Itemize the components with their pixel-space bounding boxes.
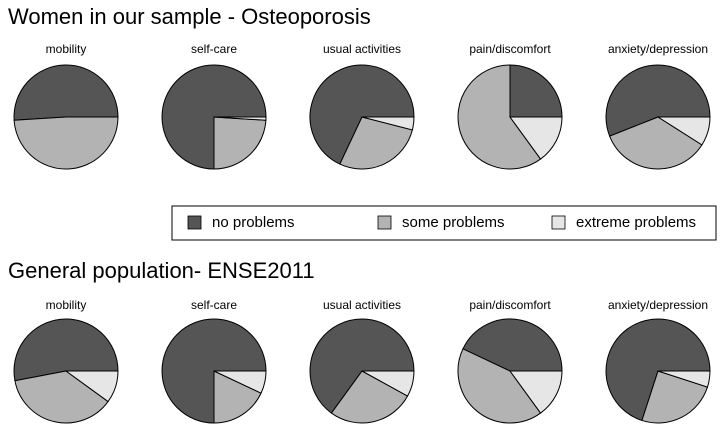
pie-label: mobility [46, 42, 87, 56]
pie-slice [213, 370, 267, 394]
pie-label: mobility [46, 298, 87, 312]
pie-slice [509, 116, 563, 160]
pie-label: usual activities [323, 42, 401, 56]
pie-label: pain/discomfort [469, 298, 551, 312]
pie-slice [13, 318, 119, 382]
pie-label: self-care [191, 42, 237, 56]
pie-slice [657, 370, 711, 388]
legend-swatch [187, 215, 202, 230]
pie-label: anxiety/depression [608, 298, 708, 312]
pie-slice [13, 116, 119, 170]
pie-slice [605, 318, 711, 422]
pie-label: pain/discomfort [469, 42, 551, 56]
pie-label: anxiety/depression [608, 42, 708, 56]
pie-slice [14, 370, 109, 424]
pie-slice [339, 116, 413, 170]
pie-slice [213, 116, 267, 170]
legend-box [171, 205, 717, 241]
pie-slice [161, 64, 267, 170]
pie-slice [641, 370, 709, 424]
legend-swatch [551, 215, 566, 230]
legend-swatch [377, 215, 392, 230]
pie-slice [509, 370, 563, 414]
chart-title: General population- ENSE2011 [8, 258, 315, 283]
pie-slice [213, 370, 262, 424]
pie-slice [656, 116, 711, 146]
pie-label: usual activities [323, 298, 401, 312]
pie-slice [330, 370, 409, 424]
pie-slice [361, 116, 415, 131]
legend-label: no problems [212, 214, 295, 231]
pie-slice [605, 64, 711, 137]
pie-slice [509, 64, 563, 118]
pie-slice [457, 348, 542, 424]
pie-label: self-care [191, 298, 237, 312]
chart-title: Women in our sample - Osteoporosis [8, 4, 371, 29]
pie-slice [457, 64, 542, 170]
pie-slice [361, 370, 415, 397]
pie-slice [161, 318, 267, 424]
legend-label: some problems [402, 214, 505, 231]
legend-label: extreme problems [576, 214, 696, 231]
pie-slice [13, 64, 119, 121]
pie-slice [462, 318, 563, 372]
pie-slice [213, 116, 267, 121]
pie-slice [609, 116, 703, 170]
pie-slice [309, 64, 415, 165]
pie-slice [64, 370, 119, 403]
pie-slice [309, 318, 415, 414]
